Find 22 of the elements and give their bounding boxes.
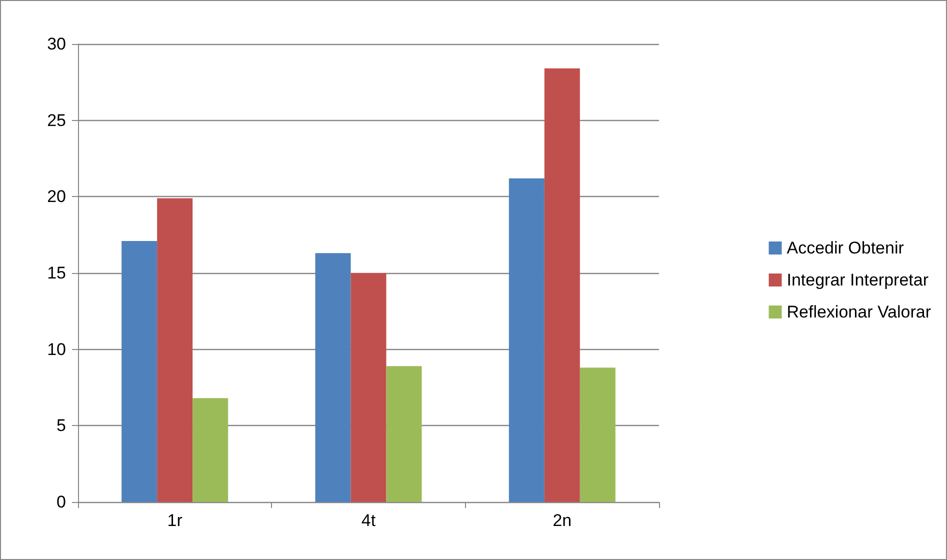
legend-label: Accedir Obtenir [786,238,904,258]
bar [350,273,386,502]
y-tick-label: 0 [56,492,66,512]
y-tick-label: 15 [47,264,66,282]
bar [192,398,228,502]
x-tick-label: 2n [552,511,572,530]
y-tick-label: 20 [47,187,66,206]
x-tick-label: 4t [361,511,376,530]
x-tick-label: 1r [167,511,183,530]
bar [386,366,422,502]
bar [580,368,616,502]
bar [544,68,580,502]
bar [315,253,351,502]
y-tick-label: 30 [47,34,66,54]
bar [508,178,544,502]
legend-label: Integrar Interpretar [786,270,929,290]
y-tick-label: 5 [56,416,66,436]
y-tick-label: 25 [47,110,66,130]
bar [157,198,193,502]
legend-label: Reflexionar Valorar [786,302,932,322]
y-tick-label: 10 [47,340,66,359]
bar [122,240,158,502]
